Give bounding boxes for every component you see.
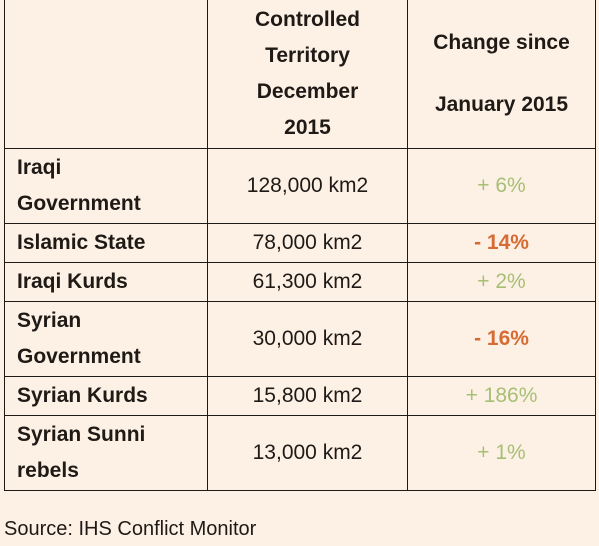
row-name: Syrian Sunni rebels <box>4 415 208 491</box>
table-row: Iraqi Kurds 61,300 km2 + 2% <box>4 262 596 302</box>
territory-table: Controlled Territory December 2015 Change s… <box>4 0 596 491</box>
row-change: - 16% <box>407 301 596 377</box>
header-line: 2015 <box>284 116 331 139</box>
row-change: - 14% <box>407 223 596 263</box>
header-line: Territory <box>265 44 350 67</box>
header-controlled-territory: Controlled Territory December 2015 <box>207 0 408 149</box>
header-line: December <box>256 80 359 103</box>
territory-table-container: Controlled Territory December 2015 Change s… <box>4 0 596 491</box>
row-name-line: Government <box>17 345 141 368</box>
row-name-line: Iraqi <box>17 156 62 179</box>
row-area: 128,000 km2 <box>207 148 408 224</box>
table-row: Iraqi Government 128,000 km2 + 6% <box>4 148 596 224</box>
row-area: 61,300 km2 <box>207 262 408 302</box>
header-group <box>4 0 208 149</box>
table-row: Syrian Kurds 15,800 km2 + 186% <box>4 376 596 416</box>
header-line: Change since <box>433 31 570 54</box>
row-name-line: Government <box>17 192 141 215</box>
row-name: Islamic State <box>4 223 208 263</box>
row-name-line: Islamic State <box>17 231 146 254</box>
row-area: 13,000 km2 <box>207 415 408 491</box>
table-row: Syrian Sunni rebels 13,000 km2 + 1% <box>4 415 596 491</box>
row-name: Syrian Kurds <box>4 376 208 416</box>
row-name-line: Syrian <box>17 309 82 332</box>
row-change: + 6% <box>407 148 596 224</box>
table-row: Islamic State 78,000 km2 - 14% <box>4 223 596 263</box>
row-name-line: Syrian Kurds <box>17 384 148 407</box>
row-change: + 1% <box>407 415 596 491</box>
row-area: 78,000 km2 <box>207 223 408 263</box>
row-area: 15,800 km2 <box>207 376 408 416</box>
row-area: 30,000 km2 <box>207 301 408 377</box>
row-name: Iraqi Government <box>4 148 208 224</box>
header-row: Controlled Territory December 2015 Change s… <box>4 0 596 149</box>
row-name: Iraqi Kurds <box>4 262 208 302</box>
source-note: Source: IHS Conflict Monitor <box>4 518 257 540</box>
row-change: + 186% <box>407 376 596 416</box>
row-name-line: Syrian Sunni <box>17 423 146 446</box>
row-name: Syrian Government <box>4 301 208 377</box>
row-name-line: rebels <box>17 459 79 482</box>
table-row: Syrian Government 30,000 km2 - 16% <box>4 301 596 377</box>
header-line: Controlled <box>255 8 360 31</box>
row-change: + 2% <box>407 262 596 302</box>
header-line: January 2015 <box>434 93 569 116</box>
header-change-since: Change since January 2015 <box>407 0 596 149</box>
row-name-line: Iraqi Kurds <box>17 270 128 293</box>
